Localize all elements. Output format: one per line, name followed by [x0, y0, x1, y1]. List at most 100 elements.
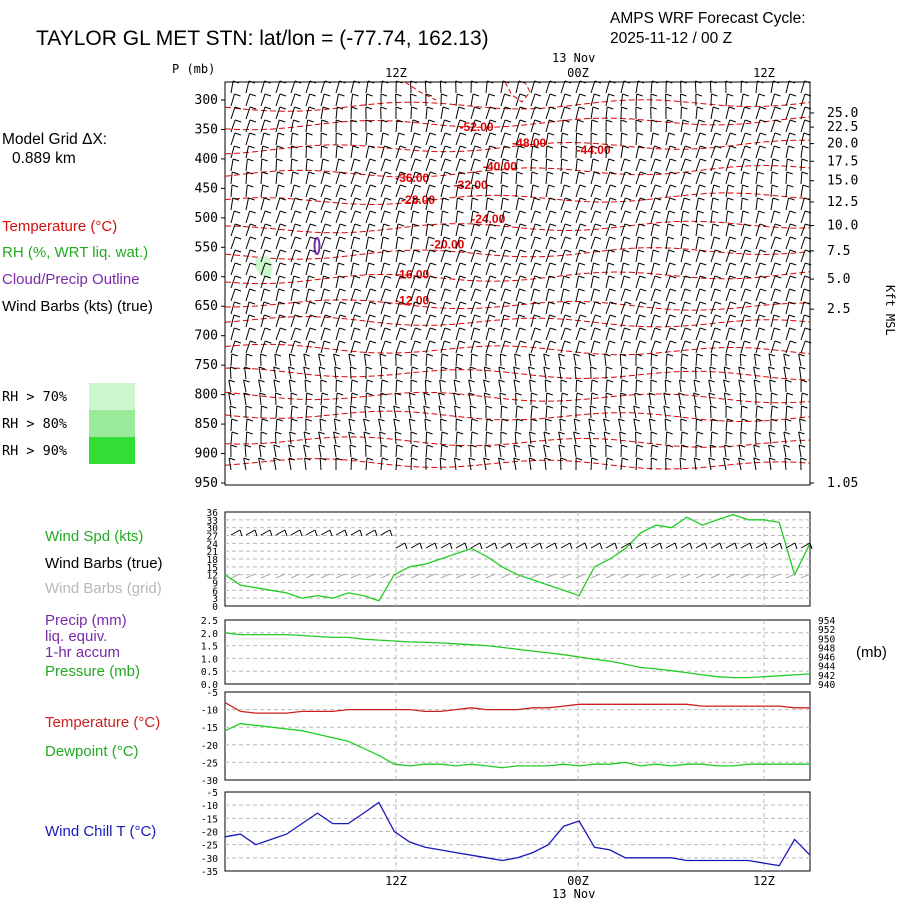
wind-barb-flag: [278, 288, 285, 292]
wind-barb: [259, 392, 262, 406]
wind-barb-flag: [350, 119, 358, 123]
wind-barb: [230, 314, 235, 328]
wind-barb-flag: [534, 249, 542, 253]
wind-barb-flag: [474, 301, 482, 305]
wind-barb: [545, 327, 551, 341]
wind-barb: [335, 80, 340, 94]
surface-barb-true-flag: [719, 542, 723, 550]
wind-barb-flag: [573, 431, 580, 435]
surface-barb-true: [305, 529, 316, 536]
surface-barb-grid: [740, 573, 751, 579]
wind-barb: [725, 314, 731, 328]
wind-barb-flag: [438, 405, 446, 409]
wind-barb-flag: [454, 405, 461, 409]
wind-barb: [425, 236, 429, 250]
wind-barb-flag: [634, 392, 641, 396]
wind-barb: [530, 262, 536, 276]
wind-barb-flag: [694, 457, 701, 461]
wind-barb: [410, 262, 416, 276]
wind-barb: [440, 223, 444, 237]
wind-barb: [560, 327, 566, 341]
wind-barb-flag: [308, 288, 315, 292]
wind-barb: [530, 223, 536, 237]
wind-barb-flag: [712, 197, 719, 201]
temperature-ytick-label: -30: [201, 776, 218, 787]
wind-barb: [275, 106, 281, 120]
wind-barb: [573, 431, 577, 445]
wind-barb-flag: [789, 288, 796, 292]
wind-barb-flag: [744, 262, 752, 266]
wind-barb-flag: [366, 392, 373, 396]
wind-barb: [290, 171, 294, 185]
wind-barb: [753, 379, 757, 393]
wind-barb: [798, 431, 802, 445]
wind-barb: [303, 366, 307, 380]
wind-barb: [275, 301, 280, 315]
wind-barb: [573, 353, 577, 367]
wind-barb: [768, 457, 772, 471]
wind-barb-flag: [624, 288, 632, 292]
wind-barb: [695, 197, 699, 211]
wind-barb-flag: [324, 184, 332, 188]
wind-barb: [320, 314, 326, 328]
wind-barb-flag: [233, 314, 241, 318]
wind-barb-flag: [744, 106, 751, 110]
wind-barb: [680, 262, 686, 276]
wind-barb-flag: [655, 184, 662, 188]
wind-barb: [230, 301, 235, 315]
wind-barb: [485, 80, 488, 94]
wind-barb-flag: [444, 132, 452, 136]
wind-barb-flag: [606, 145, 614, 149]
wind-barb: [530, 93, 536, 107]
wind-barb-flag: [366, 132, 374, 136]
wind-barb-flag: [756, 405, 764, 409]
wind-barb: [515, 262, 521, 276]
wind-barb-flag: [543, 366, 550, 370]
wind-barb-flag: [318, 353, 325, 357]
wind-barb-flag: [369, 275, 376, 279]
wind-barb-flag: [262, 184, 269, 188]
wind-barb: [635, 379, 637, 393]
wind-barb-flag: [700, 158, 707, 162]
wind-barb-flag: [798, 431, 805, 435]
wind-barb-flag: [580, 197, 587, 201]
wind-barb-flag: [291, 405, 299, 409]
wind-barb: [530, 80, 535, 94]
wind-barb-flag: [548, 184, 555, 188]
wind-barb: [560, 210, 566, 224]
wind-barb: [619, 431, 622, 445]
wind-barb: [305, 301, 311, 315]
wind-barb-flag: [710, 405, 717, 409]
surface-barb-true-flag: [674, 542, 678, 550]
wind-barb: [605, 93, 609, 107]
wind-barb-flag: [410, 93, 417, 97]
wind-barb-flag: [578, 262, 586, 266]
wind-barb: [560, 236, 566, 250]
wind-barb-flag: [625, 184, 632, 188]
wind-barb-flag: [246, 431, 253, 435]
wind-barb-flag: [664, 418, 672, 422]
wind-barb-flag: [411, 366, 419, 370]
legend-barbs: Wind Barbs (kts) (true): [2, 298, 153, 315]
wind-barb: [363, 431, 367, 445]
wind-barb-flag: [685, 327, 692, 331]
wind-barb-flag: [774, 210, 781, 214]
wind-barb-flag: [474, 119, 482, 123]
wind-barb-flag: [545, 418, 552, 422]
wind-barb-flag: [334, 444, 341, 448]
wind-barb: [408, 405, 412, 419]
forecast-cycle: 2025-11-12 / 00 Z: [610, 30, 732, 47]
wind-barb-flag: [679, 379, 686, 383]
wind-barb: [410, 145, 416, 159]
wind-barb-flag: [501, 405, 508, 409]
surface-barb-grid: [455, 573, 466, 579]
wind-barb: [710, 236, 715, 250]
wind-barb-flag: [711, 93, 718, 97]
wind-barb: [678, 405, 682, 419]
wind-barb-flag: [367, 80, 375, 84]
wind-barb: [440, 275, 446, 289]
wind-barb: [395, 457, 398, 471]
wind-barb: [230, 262, 236, 276]
wind-barb-flag: [334, 418, 341, 422]
